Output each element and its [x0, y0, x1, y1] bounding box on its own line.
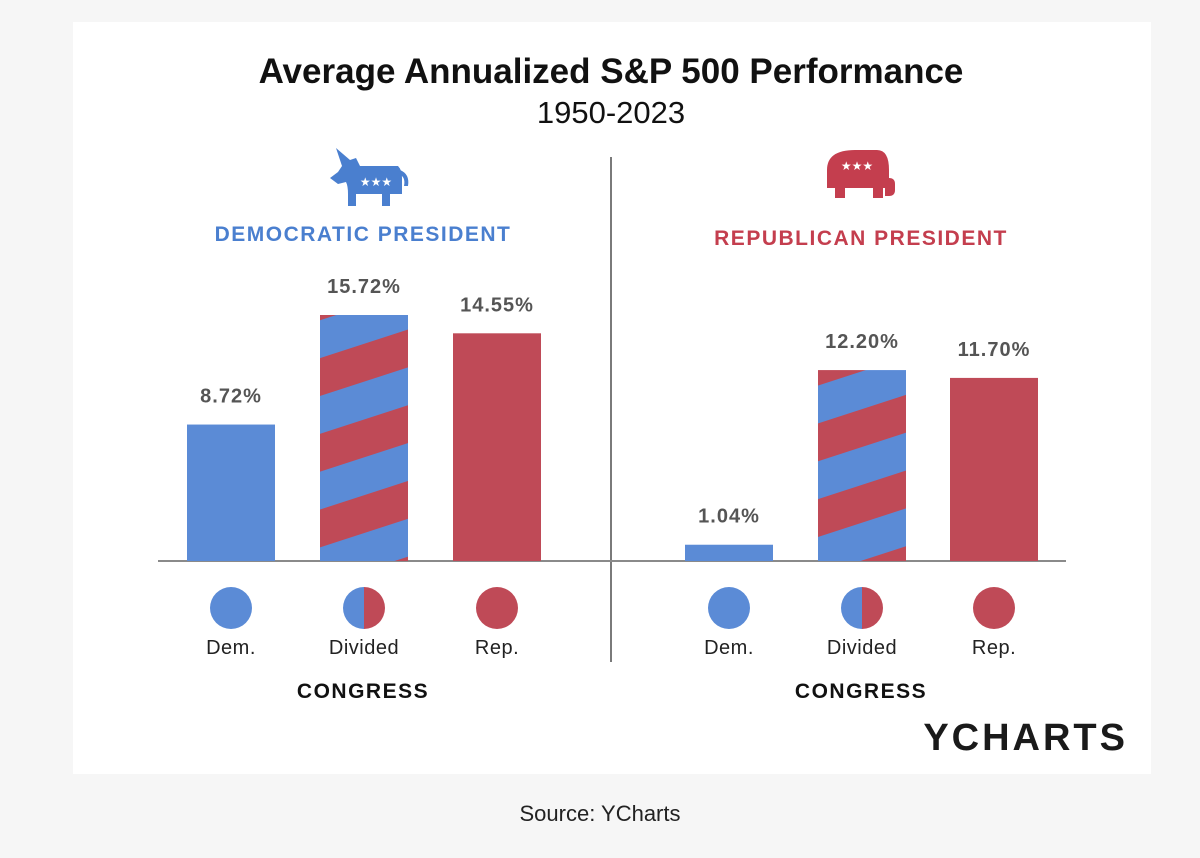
- category-label: Divided: [329, 637, 399, 659]
- donkey-icon: ★★★: [330, 148, 409, 206]
- bar-rep-pres-dem: [685, 544, 773, 561]
- elephant-icon: ★★★: [827, 150, 895, 198]
- bar-dem-pres-rep: [453, 333, 541, 561]
- value-label: 12.20%: [825, 331, 899, 353]
- value-label: 14.55%: [460, 294, 534, 316]
- source-note: Source: YCharts: [519, 801, 681, 826]
- category-label: Dem.: [704, 637, 754, 659]
- panel-title-republican: REPUBLICAN PRESIDENT: [714, 227, 1008, 250]
- dem-marker-icon: [708, 587, 750, 629]
- congress-label-democratic: CONGRESS: [297, 680, 429, 703]
- category-label: Divided: [827, 637, 897, 659]
- chart-title: Average Annualized S&P 500 Performance: [259, 52, 964, 91]
- value-label: 15.72%: [327, 276, 401, 298]
- category-label: Rep.: [475, 637, 519, 659]
- bar-dem-pres-divided: [320, 315, 408, 561]
- svg-text:★★★: ★★★: [360, 175, 392, 189]
- congress-label-republican: CONGRESS: [795, 680, 927, 703]
- divided-marker-icon: [343, 587, 385, 629]
- panel-title-democratic: DEMOCRATIC PRESIDENT: [215, 223, 512, 246]
- divided-marker-icon: [841, 587, 883, 629]
- rep-marker-icon: [476, 587, 518, 629]
- category-label: Dem.: [206, 637, 256, 659]
- category-label: Rep.: [972, 637, 1016, 659]
- bar-rep-pres-rep: [950, 377, 1038, 561]
- value-label: 1.04%: [698, 506, 760, 528]
- svg-text:★★★: ★★★: [841, 159, 873, 173]
- chart: Average Annualized S&P 500 Performance 1…: [158, 52, 1128, 759]
- rep-marker-icon: [973, 587, 1015, 629]
- ycharts-logo: YCHARTS: [923, 717, 1128, 759]
- value-label: 8.72%: [200, 386, 262, 408]
- value-label: 11.70%: [958, 339, 1031, 361]
- bar-dem-pres-dem: [187, 424, 275, 561]
- chart-card: Average Annualized S&P 500 Performance 1…: [73, 22, 1151, 774]
- bar-rep-pres-divided: [818, 370, 906, 561]
- dem-marker-icon: [210, 587, 252, 629]
- chart-subtitle: 1950-2023: [537, 95, 685, 130]
